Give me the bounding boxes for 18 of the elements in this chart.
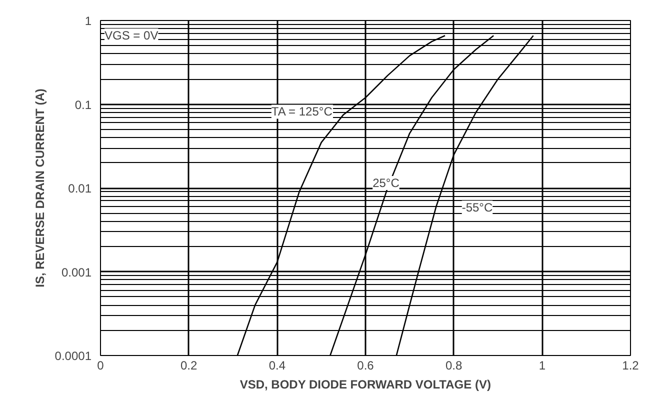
x-tick-label: 0 xyxy=(97,358,104,372)
x-tick-label: 0.4 xyxy=(268,358,286,372)
annotation: VGS = 0V xyxy=(104,28,158,42)
x-tick-label: 0.6 xyxy=(357,358,374,372)
y-tick-label: 0.1 xyxy=(74,98,92,112)
y-tick-label: 0.001 xyxy=(61,265,92,280)
y-tick-label: 0.01 xyxy=(68,182,92,196)
y-tick-label: 1 xyxy=(84,14,92,28)
series-label: TA = 125°C xyxy=(271,104,333,119)
y-tick-label: 0.0001 xyxy=(54,349,92,363)
x-tick-label: 0.2 xyxy=(180,358,198,372)
x-axis-title: VSD, BODY DIODE FORWARD VOLTAGE (V) xyxy=(240,378,491,392)
series-label: -55°C xyxy=(462,200,493,215)
x-tick-label: 1.2 xyxy=(622,358,640,372)
x-tick-label: 0.8 xyxy=(445,358,462,372)
y-axis-title: IS, REVERSE DRAIN CURRENT (A) xyxy=(32,88,47,288)
series-label: 25°C xyxy=(372,176,400,190)
x-tick-label: 1 xyxy=(538,358,546,372)
